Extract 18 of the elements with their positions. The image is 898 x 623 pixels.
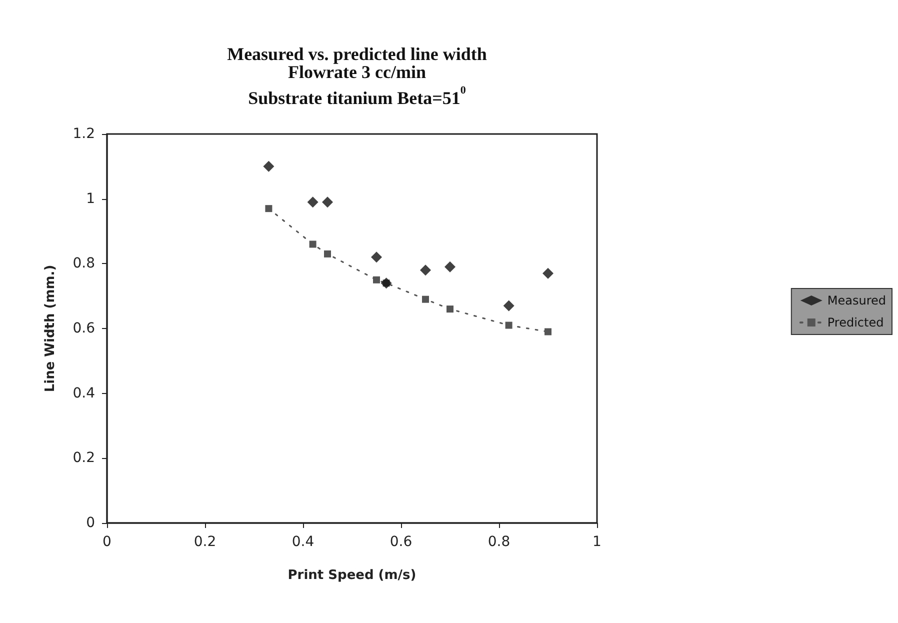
x-tick-label: 0.8 bbox=[488, 534, 510, 550]
x-axis-title: Print Speed (m/s) bbox=[288, 568, 416, 583]
x-tick-label: 0.6 bbox=[390, 534, 412, 550]
y-tick-label: 0.6 bbox=[72, 320, 96, 336]
x-tick-label: 0.4 bbox=[292, 534, 314, 550]
y-tick-label: 0.8 bbox=[72, 256, 95, 272]
y-tick-label: 1.2 bbox=[72, 126, 95, 142]
chart-title: Measured vs. predicted line width bbox=[227, 44, 487, 64]
y-axis-title: Line Width (mm.) bbox=[43, 264, 58, 392]
legend-label: Predicted bbox=[827, 316, 884, 330]
x-tick-label: 1 bbox=[592, 534, 602, 550]
legend-label: Measured bbox=[827, 294, 886, 308]
x-tick-label: 0 bbox=[102, 534, 112, 550]
y-tick-label: 1 bbox=[86, 190, 95, 207]
y-tick-label: 0.4 bbox=[72, 385, 96, 402]
y-tick-label: 0 bbox=[86, 515, 95, 531]
x-tick-label: 0.2 bbox=[194, 534, 216, 550]
y-tick-label: 0.2 bbox=[72, 450, 95, 466]
